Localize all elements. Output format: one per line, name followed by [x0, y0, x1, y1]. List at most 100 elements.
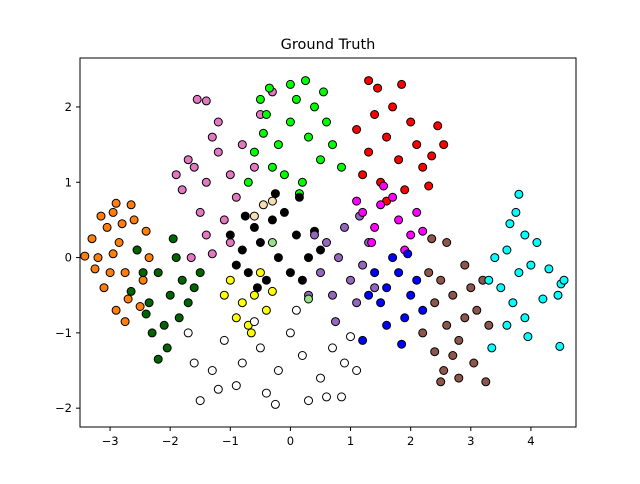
data-point: [379, 181, 389, 191]
data-point: [469, 358, 479, 368]
data-point: [370, 110, 380, 119]
data-point: [261, 275, 271, 285]
data-point: [436, 275, 446, 285]
data-point: [520, 230, 530, 240]
data-point: [400, 313, 410, 323]
data-point: [544, 264, 554, 274]
data-point: [301, 76, 310, 86]
data-point: [526, 260, 536, 270]
data-point: [436, 377, 446, 387]
data-point: [400, 185, 410, 195]
data-point: [352, 125, 362, 134]
data-point: [186, 253, 196, 263]
data-point: [225, 170, 235, 180]
data-point: [189, 162, 199, 172]
data-point: [481, 377, 491, 387]
data-point: [340, 358, 349, 368]
data-point: [505, 219, 515, 229]
data-point: [358, 207, 368, 217]
data-point: [225, 230, 235, 240]
data-point: [490, 253, 500, 263]
data-point: [171, 253, 181, 263]
data-point: [559, 275, 569, 285]
data-point: [207, 132, 217, 142]
data-point: [454, 373, 464, 383]
data-point: [448, 290, 458, 300]
data-point: [412, 275, 422, 285]
data-point: [90, 264, 100, 274]
data-point: [264, 83, 274, 93]
data-point: [174, 313, 184, 323]
data-point: [117, 219, 127, 229]
data-point: [285, 328, 295, 338]
data-point: [418, 162, 428, 172]
data-point: [427, 151, 437, 161]
data-point: [96, 211, 106, 221]
data-point: [213, 384, 223, 394]
data-point: [126, 200, 136, 210]
data-point: [267, 215, 277, 225]
data-point: [99, 283, 109, 293]
data-point: [243, 268, 253, 278]
data-point: [442, 320, 452, 330]
data-point: [249, 211, 259, 221]
data-point: [514, 189, 524, 199]
points-layer: [80, 76, 569, 409]
data-point: [207, 249, 217, 259]
data-point: [120, 268, 130, 278]
data-point: [382, 283, 392, 293]
data-point: [297, 275, 307, 285]
data-point: [249, 222, 259, 232]
data-point: [370, 283, 380, 293]
data-point: [177, 275, 187, 285]
data-point: [376, 200, 386, 210]
data-point: [258, 128, 268, 138]
data-point: [108, 249, 118, 259]
x-tick-label: 0: [287, 434, 294, 448]
x-tick-label: −1: [222, 434, 239, 448]
data-point: [270, 399, 280, 409]
data-point: [337, 162, 346, 172]
data-point: [195, 268, 205, 278]
data-point: [334, 253, 343, 263]
data-point: [267, 162, 277, 172]
data-point: [105, 268, 115, 278]
data-point: [273, 253, 283, 263]
data-point: [267, 196, 277, 206]
data-point: [237, 140, 247, 150]
data-point: [424, 181, 434, 191]
data-point: [418, 226, 428, 236]
data-point: [310, 102, 319, 112]
data-point: [126, 286, 136, 296]
data-point: [297, 177, 307, 187]
data-point: [484, 320, 494, 330]
data-point: [364, 76, 374, 86]
data-point: [394, 268, 404, 278]
data-point: [213, 147, 223, 157]
data-point: [80, 251, 90, 261]
x-axis: −3 −2 −1 0 1 2 3 4: [102, 427, 535, 448]
y-tick-label: −2: [55, 401, 72, 415]
data-point: [120, 317, 130, 327]
data-point: [382, 132, 392, 142]
data-point: [310, 230, 319, 240]
data-point: [192, 94, 202, 104]
data-point: [394, 215, 404, 225]
data-point: [183, 328, 193, 338]
data-point: [162, 343, 172, 353]
data-point: [102, 222, 112, 232]
x-tick-label: 2: [407, 434, 414, 448]
data-point: [219, 215, 229, 225]
data-point: [397, 339, 407, 349]
data-point: [213, 117, 223, 127]
data-point: [304, 253, 313, 263]
data-point: [472, 305, 482, 315]
data-point: [370, 222, 380, 232]
data-point: [484, 275, 494, 285]
data-point: [430, 347, 440, 357]
data-point: [502, 245, 512, 255]
data-point: [246, 328, 256, 338]
data-point: [249, 147, 259, 157]
data-point: [138, 275, 148, 285]
